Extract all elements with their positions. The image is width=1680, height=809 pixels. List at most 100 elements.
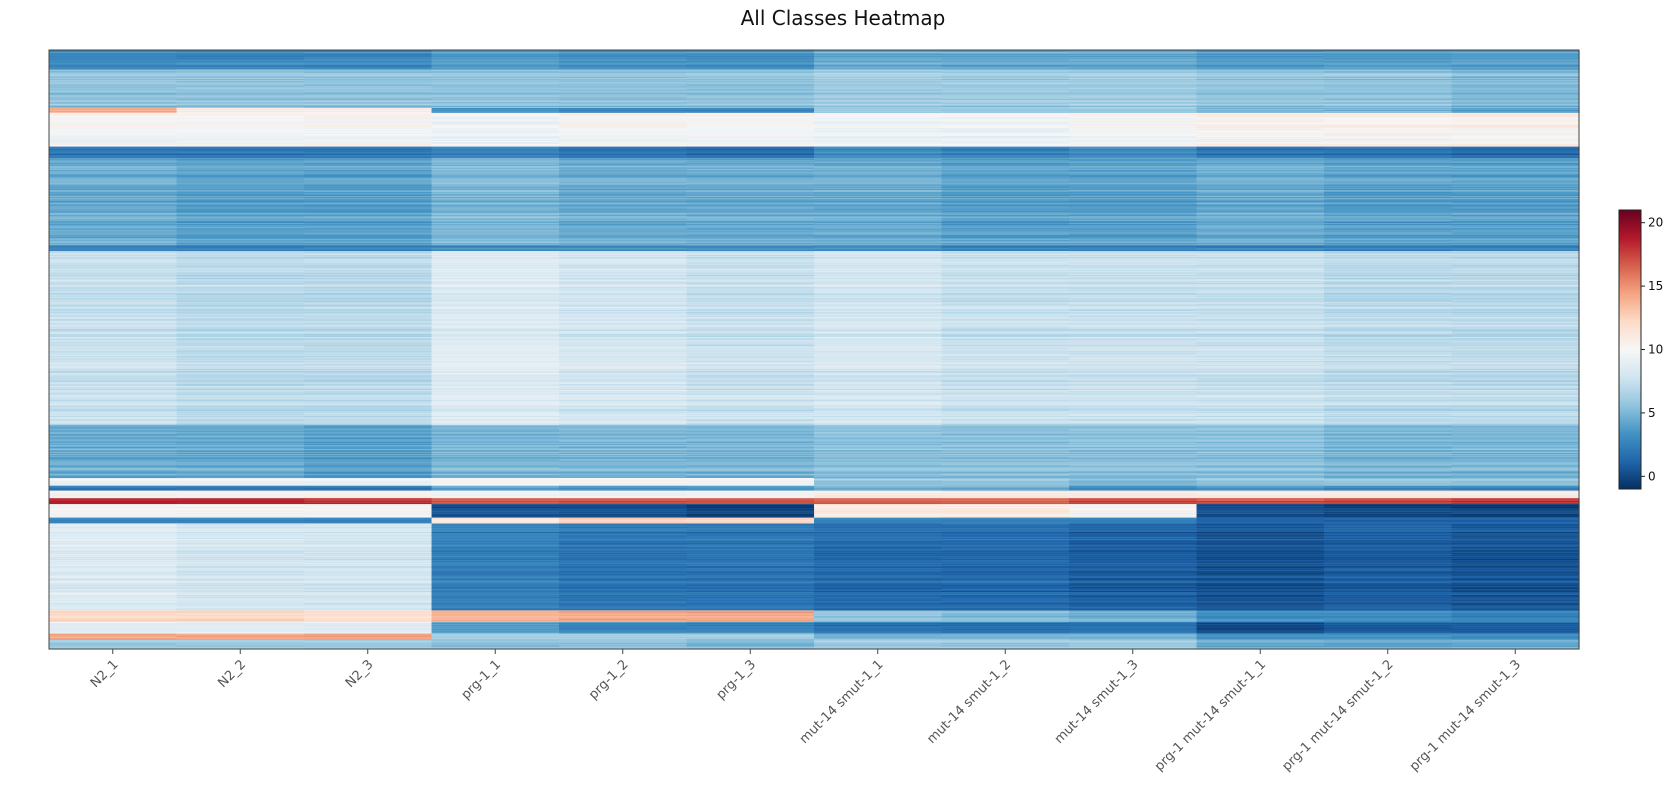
heatmap-cell bbox=[559, 250, 688, 253]
heatmap-cell bbox=[1069, 307, 1198, 310]
heatmap-cell bbox=[686, 299, 815, 301]
heatmap-cell bbox=[304, 130, 433, 132]
heatmap-cell bbox=[1196, 209, 1325, 211]
heatmap-cell bbox=[304, 121, 433, 124]
heatmap-cell bbox=[814, 380, 943, 382]
heatmap-cell bbox=[49, 149, 178, 152]
heatmap-cell bbox=[814, 113, 943, 116]
heatmap-cell bbox=[1324, 389, 1453, 391]
heatmap-cell bbox=[176, 193, 305, 196]
heatmap-cell bbox=[431, 193, 560, 196]
heatmap-cell bbox=[1324, 255, 1453, 258]
heatmap-cell bbox=[814, 237, 943, 239]
heatmap-cell bbox=[1196, 419, 1325, 421]
heatmap-cell bbox=[941, 300, 1070, 302]
heatmap-cell bbox=[559, 414, 688, 416]
heatmap-cell bbox=[686, 52, 815, 55]
heatmap-row bbox=[49, 335, 1580, 338]
heatmap-cell bbox=[1451, 384, 1580, 386]
heatmap-cell bbox=[304, 399, 433, 402]
heatmap-cell bbox=[814, 323, 943, 325]
heatmap-cell bbox=[1324, 373, 1453, 376]
heatmap-row bbox=[49, 60, 1580, 63]
heatmap-cell bbox=[941, 377, 1070, 380]
heatmap-cell bbox=[431, 72, 560, 74]
heatmap-cell bbox=[941, 264, 1070, 267]
heatmap-cell bbox=[176, 271, 305, 273]
heatmap-cell bbox=[1451, 296, 1580, 298]
heatmap-cell bbox=[941, 50, 1070, 53]
heatmap-cell bbox=[304, 97, 433, 99]
heatmap-cell bbox=[814, 378, 943, 381]
heatmap-row bbox=[49, 335, 1580, 337]
heatmap-cell bbox=[176, 152, 305, 154]
heatmap-cell bbox=[1069, 224, 1198, 227]
heatmap-cell bbox=[431, 332, 560, 334]
heatmap-cell bbox=[814, 266, 943, 268]
heatmap-cell bbox=[304, 189, 433, 191]
heatmap-cell bbox=[941, 289, 1070, 292]
heatmap-cell bbox=[559, 365, 688, 368]
heatmap-row bbox=[49, 50, 1580, 53]
heatmap-cell bbox=[814, 162, 943, 164]
heatmap-cell bbox=[814, 411, 943, 413]
heatmap-cell bbox=[1196, 67, 1325, 69]
heatmap-cell bbox=[431, 174, 560, 177]
heatmap-cell bbox=[1451, 135, 1580, 137]
heatmap-cell bbox=[686, 86, 815, 89]
heatmap-cell bbox=[1069, 260, 1198, 263]
heatmap-cell bbox=[176, 162, 305, 164]
heatmap-cell bbox=[686, 168, 815, 171]
heatmap-cell bbox=[1451, 298, 1580, 300]
heatmap-cell bbox=[1324, 176, 1453, 179]
heatmap-cell bbox=[304, 234, 433, 237]
heatmap-cell bbox=[49, 188, 178, 190]
heatmap-cell bbox=[559, 197, 688, 200]
heatmap-cell bbox=[686, 384, 815, 386]
heatmap-row bbox=[49, 112, 1580, 115]
heatmap-cell bbox=[1324, 356, 1453, 358]
heatmap-cell bbox=[176, 269, 305, 271]
heatmap-cell bbox=[941, 306, 1070, 309]
heatmap-cell bbox=[1196, 281, 1325, 284]
heatmap-cell bbox=[686, 295, 815, 297]
heatmap-cell bbox=[686, 101, 815, 103]
heatmap-cell bbox=[176, 222, 305, 225]
heatmap-cell bbox=[49, 59, 178, 62]
heatmap-cell bbox=[1196, 264, 1325, 267]
heatmap-cell bbox=[686, 357, 815, 359]
heatmap-cell bbox=[431, 360, 560, 362]
heatmap-cell bbox=[1196, 155, 1325, 157]
heatmap-cell bbox=[49, 162, 178, 164]
heatmap-row bbox=[49, 305, 1580, 307]
heatmap-cell bbox=[559, 313, 688, 316]
heatmap-cell bbox=[941, 347, 1070, 350]
heatmap-cell bbox=[431, 54, 560, 57]
heatmap-row bbox=[49, 367, 1580, 370]
heatmap-cell bbox=[941, 316, 1070, 319]
heatmap-cell bbox=[941, 123, 1070, 125]
heatmap-cell bbox=[941, 97, 1070, 99]
heatmap-cell bbox=[941, 146, 1070, 149]
heatmap-row bbox=[49, 336, 1580, 339]
heatmap-cell bbox=[304, 311, 433, 314]
heatmap-row bbox=[49, 67, 1580, 69]
heatmap-cell bbox=[686, 324, 815, 326]
heatmap-cell bbox=[559, 390, 688, 392]
heatmap-cell bbox=[941, 388, 1070, 390]
heatmap-cell bbox=[1324, 167, 1453, 170]
heatmap-cell bbox=[49, 228, 178, 231]
heatmap-cell bbox=[1451, 356, 1580, 358]
heatmap-cell bbox=[304, 78, 433, 80]
heatmap-row bbox=[49, 414, 1580, 416]
heatmap-row bbox=[49, 271, 1580, 273]
heatmap-cell bbox=[1324, 211, 1453, 213]
heatmap-cell bbox=[49, 356, 178, 358]
heatmap-cell bbox=[431, 386, 560, 388]
heatmap-cell bbox=[1451, 125, 1580, 127]
heatmap-cell bbox=[176, 172, 305, 175]
heatmap-cell bbox=[176, 228, 305, 231]
heatmap-cell bbox=[1451, 102, 1580, 104]
heatmap-cell bbox=[1196, 146, 1325, 149]
heatmap-cell bbox=[814, 324, 943, 326]
